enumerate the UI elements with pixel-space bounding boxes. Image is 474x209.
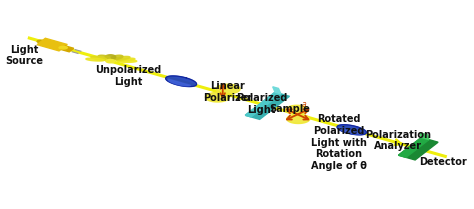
Ellipse shape	[220, 92, 226, 94]
Polygon shape	[166, 76, 197, 87]
Polygon shape	[110, 55, 123, 60]
Polygon shape	[205, 92, 229, 102]
Text: Light
Source: Light Source	[5, 45, 43, 66]
Polygon shape	[168, 79, 191, 86]
Polygon shape	[245, 92, 290, 119]
Polygon shape	[37, 38, 67, 51]
Polygon shape	[91, 56, 107, 60]
Polygon shape	[37, 40, 46, 43]
Text: Linear
Polarizer: Linear Polarizer	[203, 81, 253, 103]
Polygon shape	[273, 87, 281, 94]
Polygon shape	[98, 55, 110, 60]
Polygon shape	[105, 55, 116, 59]
Polygon shape	[86, 58, 104, 61]
Text: Rotated
Polarized
Light with
Rotation
Angle of θ: Rotated Polarized Light with Rotation An…	[311, 114, 367, 171]
Text: Detector: Detector	[419, 157, 466, 167]
Polygon shape	[114, 56, 130, 60]
Ellipse shape	[295, 114, 300, 115]
Polygon shape	[285, 105, 309, 114]
Polygon shape	[216, 84, 240, 94]
Text: a: a	[302, 100, 307, 109]
Polygon shape	[420, 133, 429, 140]
Polygon shape	[339, 128, 361, 134]
Text: Unpolarized
Light: Unpolarized Light	[95, 65, 161, 87]
Text: Polarization
Analyzer: Polarization Analyzer	[365, 130, 431, 151]
Polygon shape	[399, 138, 429, 157]
Ellipse shape	[106, 60, 115, 63]
Polygon shape	[117, 58, 135, 61]
Polygon shape	[245, 92, 281, 117]
Polygon shape	[287, 114, 310, 124]
Text: Polarized
Light: Polarized Light	[236, 93, 287, 115]
Text: Sample: Sample	[269, 104, 310, 114]
Polygon shape	[59, 46, 67, 49]
Polygon shape	[117, 60, 137, 62]
Polygon shape	[61, 46, 74, 52]
Polygon shape	[337, 125, 366, 135]
Polygon shape	[399, 138, 438, 160]
